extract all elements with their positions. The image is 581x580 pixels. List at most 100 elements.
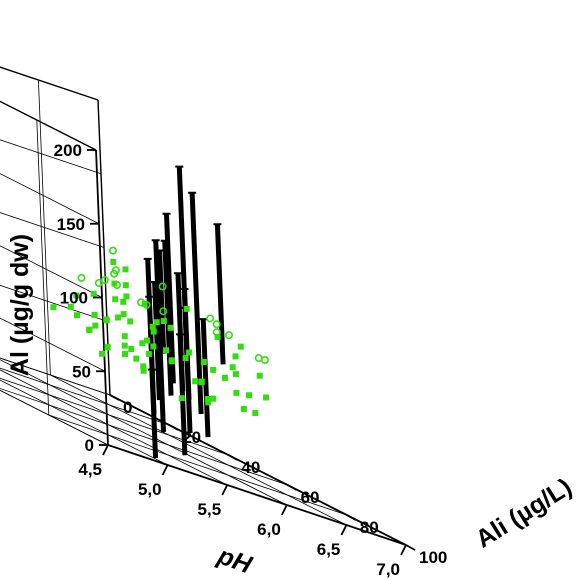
- data-point-square: [204, 396, 211, 402]
- data-point-square: [92, 322, 99, 329]
- data-point-square: [237, 343, 244, 350]
- data-point-square: [167, 324, 174, 331]
- chart-grid: [0, 66, 407, 546]
- data-point-circle: [212, 328, 221, 337]
- y-tick: [287, 484, 298, 491]
- x-tick: [340, 524, 348, 536]
- data-point-circle: [206, 314, 215, 323]
- data-point-square: [214, 334, 221, 340]
- data-point-square: [115, 314, 122, 321]
- grid-line: [0, 388, 288, 486]
- grid-line: [0, 377, 229, 456]
- data-point-square: [144, 337, 151, 344]
- z-tick-label: 150: [57, 215, 85, 234]
- data-bar: [175, 273, 186, 392]
- y-tick: [346, 514, 357, 521]
- data-point-square: [122, 351, 128, 357]
- grid-line: [0, 379, 168, 466]
- data-point-circle: [94, 278, 103, 287]
- grid-line: [0, 212, 105, 248]
- x-tick: [280, 504, 288, 516]
- data-point-square: [120, 311, 127, 318]
- data-point-square: [246, 392, 252, 399]
- data-point-square: [183, 305, 190, 312]
- y-tick-label: 40: [241, 458, 260, 477]
- z-axis-label: Al (µg/g dw): [6, 234, 34, 376]
- x-axis-label: pH: [213, 541, 256, 579]
- z-tick-label: 200: [54, 141, 82, 160]
- z-tick-label: 100: [60, 289, 88, 308]
- chart-box: [0, 66, 407, 546]
- data-point-square: [232, 353, 239, 360]
- data-point-square: [110, 258, 117, 265]
- box-edge: [0, 66, 99, 101]
- data-bar: [162, 240, 174, 396]
- data-bar: [189, 192, 204, 415]
- x-tick-label: 4,5: [78, 460, 102, 479]
- grid-line: [0, 357, 111, 396]
- data-point-square: [139, 340, 146, 347]
- x-tick-label: 5,5: [198, 500, 222, 519]
- data-point-square: [178, 395, 185, 402]
- data-point-square: [90, 290, 97, 297]
- x-tick: [102, 444, 109, 456]
- y-tick-label: 60: [301, 488, 320, 507]
- box-edge: [0, 100, 97, 151]
- y-tick: [405, 544, 416, 551]
- data-point-square: [233, 389, 240, 396]
- data-bar: [163, 213, 176, 384]
- x-tick: [161, 464, 169, 476]
- data-point-square: [122, 266, 129, 273]
- data-point-square: [168, 358, 175, 365]
- y-tick-label: 20: [182, 428, 201, 447]
- data-point-square: [99, 350, 106, 357]
- data-bar: [152, 281, 162, 401]
- data-point-circle: [225, 331, 234, 340]
- grid-line: [0, 317, 106, 372]
- grid-line: [0, 367, 170, 426]
- data-point-circle: [159, 307, 168, 316]
- z-tick-label: 50: [72, 362, 91, 381]
- z-tick-label: 0: [85, 436, 94, 455]
- data-bar: [182, 288, 192, 400]
- data-point-square: [153, 319, 160, 326]
- data-point-square: [186, 349, 193, 356]
- data-point-square: [160, 318, 167, 324]
- grid-line: [0, 369, 228, 486]
- data-point-square: [263, 394, 270, 401]
- grid-line: [0, 66, 99, 101]
- data-point-square: [123, 293, 130, 300]
- chart-ticks: 0 50 100 150 200 4,5 5,0 5,5 6,0 6,5 7,0 0 20 40 60 80 1…: [54, 141, 448, 579]
- data-point-square: [86, 327, 93, 334]
- data-bar: [214, 224, 226, 365]
- data-point-square: [104, 344, 111, 351]
- data-point-square: [91, 311, 98, 318]
- data-point-square: [140, 367, 147, 374]
- grid-line: [0, 389, 109, 446]
- data-bar: [157, 250, 167, 354]
- data-point-square: [210, 395, 217, 402]
- data-point-square: [127, 318, 134, 325]
- data-point-square: [221, 374, 228, 381]
- data-bar: [153, 240, 167, 433]
- grid-line: [0, 139, 102, 175]
- data-point-square: [67, 303, 74, 310]
- data-bar: [145, 258, 157, 414]
- x-tick: [400, 544, 407, 556]
- y-axis-label: Ali (µg/L): [471, 473, 577, 554]
- data-point-square: [150, 343, 157, 350]
- data-point-circle: [142, 300, 151, 309]
- y-axis-line: [109, 394, 407, 546]
- data-point-square: [50, 304, 57, 311]
- grid-line: [0, 284, 108, 322]
- data-point-square: [192, 378, 199, 385]
- data-point-circle: [111, 266, 120, 275]
- data-point-square: [112, 296, 119, 303]
- data-point-square: [121, 333, 128, 340]
- chart-data-marks: [50, 165, 270, 459]
- y-tick: [109, 394, 120, 401]
- data-point-square: [200, 359, 207, 365]
- data-point-square: [150, 328, 157, 335]
- data-point-square: [73, 292, 80, 299]
